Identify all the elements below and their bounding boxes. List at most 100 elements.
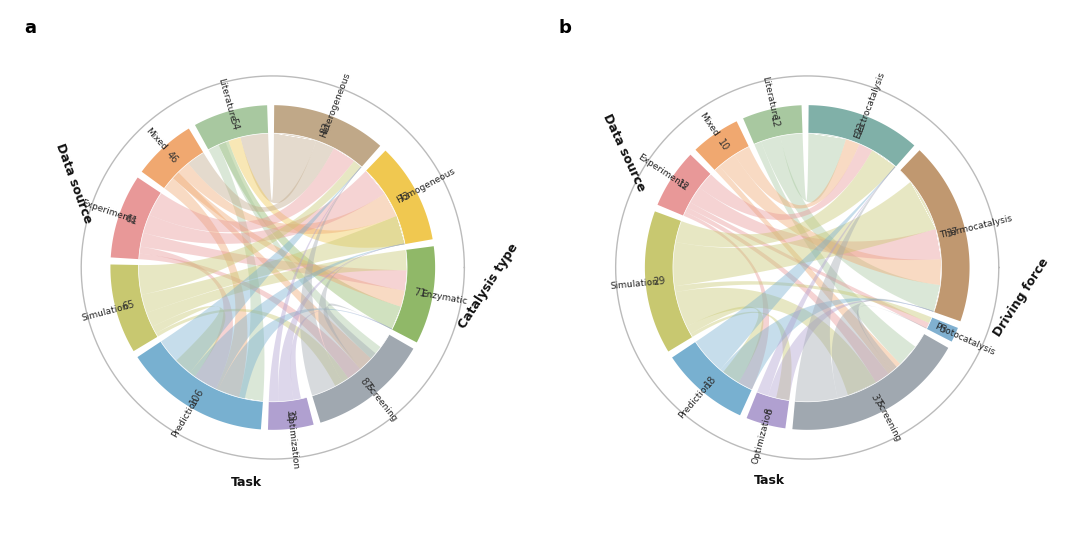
- Text: Optimization: Optimization: [751, 406, 774, 464]
- Polygon shape: [685, 208, 889, 383]
- Text: Literature: Literature: [760, 75, 779, 121]
- Polygon shape: [715, 166, 901, 374]
- Polygon shape: [173, 172, 405, 307]
- Polygon shape: [734, 139, 860, 209]
- Text: Prediction: Prediction: [170, 395, 201, 439]
- Polygon shape: [178, 163, 396, 234]
- Polygon shape: [793, 334, 949, 431]
- Polygon shape: [687, 202, 930, 329]
- Polygon shape: [366, 150, 434, 244]
- Text: Experiments: Experiments: [80, 198, 137, 225]
- Polygon shape: [291, 309, 392, 400]
- Polygon shape: [675, 150, 895, 247]
- Text: Catalysis type: Catalysis type: [456, 241, 521, 331]
- Text: 12: 12: [675, 178, 691, 193]
- Text: Homogeneous: Homogeneous: [395, 166, 457, 205]
- Polygon shape: [208, 144, 265, 401]
- Text: Literature: Literature: [217, 78, 238, 123]
- Text: Electrocatalysis: Electrocatalysis: [852, 71, 886, 140]
- Polygon shape: [671, 342, 752, 417]
- Text: 83: 83: [320, 121, 333, 136]
- Polygon shape: [136, 342, 262, 431]
- Polygon shape: [228, 137, 405, 248]
- Text: a: a: [24, 19, 36, 36]
- Polygon shape: [795, 166, 895, 402]
- Polygon shape: [152, 306, 226, 377]
- Text: 33: 33: [284, 409, 295, 422]
- Polygon shape: [109, 264, 158, 352]
- Polygon shape: [392, 246, 436, 343]
- Text: Task: Task: [231, 476, 262, 488]
- Text: Data source: Data source: [53, 141, 94, 225]
- Polygon shape: [809, 104, 915, 166]
- Text: Prediction: Prediction: [677, 379, 713, 420]
- Polygon shape: [143, 171, 384, 244]
- Text: 61: 61: [124, 213, 139, 227]
- Polygon shape: [188, 141, 334, 212]
- Polygon shape: [719, 155, 942, 285]
- Text: 71: 71: [413, 287, 427, 299]
- Polygon shape: [218, 141, 401, 330]
- Polygon shape: [644, 211, 692, 352]
- Polygon shape: [696, 166, 895, 370]
- Polygon shape: [312, 334, 415, 424]
- Polygon shape: [161, 166, 362, 373]
- Polygon shape: [279, 243, 405, 402]
- Polygon shape: [900, 149, 971, 322]
- Text: 54: 54: [227, 117, 240, 131]
- Text: Simulation: Simulation: [81, 302, 130, 323]
- Text: 12: 12: [768, 115, 781, 129]
- Polygon shape: [218, 142, 381, 359]
- Polygon shape: [927, 317, 959, 342]
- Text: Experiments: Experiments: [636, 152, 689, 192]
- Text: Enzymatic: Enzymatic: [420, 289, 468, 306]
- Polygon shape: [324, 303, 392, 369]
- Text: b: b: [558, 19, 571, 36]
- Polygon shape: [109, 177, 161, 259]
- Polygon shape: [147, 250, 407, 327]
- Polygon shape: [700, 144, 873, 220]
- Polygon shape: [768, 300, 934, 401]
- Polygon shape: [156, 309, 349, 386]
- Polygon shape: [274, 104, 381, 167]
- Polygon shape: [140, 127, 203, 188]
- Polygon shape: [138, 161, 362, 295]
- Text: Task: Task: [754, 474, 785, 487]
- Polygon shape: [754, 141, 916, 364]
- Text: Data source: Data source: [600, 112, 648, 194]
- Polygon shape: [687, 307, 764, 383]
- Text: 10: 10: [715, 137, 730, 153]
- Polygon shape: [190, 243, 405, 390]
- Text: 37: 37: [868, 392, 883, 408]
- Polygon shape: [173, 172, 372, 369]
- Polygon shape: [241, 133, 316, 203]
- Text: 87: 87: [357, 376, 374, 392]
- Text: 23: 23: [853, 121, 867, 136]
- Polygon shape: [720, 298, 934, 389]
- Polygon shape: [141, 216, 405, 313]
- Text: 8: 8: [764, 407, 774, 416]
- Text: Photocatalysis: Photocatalysis: [933, 322, 997, 357]
- Text: 46: 46: [164, 150, 180, 165]
- Text: Heterogeneous: Heterogeneous: [319, 72, 351, 140]
- Polygon shape: [149, 148, 354, 232]
- Text: 65: 65: [122, 300, 136, 312]
- Polygon shape: [746, 392, 789, 430]
- Text: Screening: Screening: [363, 383, 399, 424]
- Polygon shape: [164, 178, 247, 398]
- Polygon shape: [138, 254, 361, 378]
- Polygon shape: [858, 305, 927, 371]
- Polygon shape: [780, 133, 846, 202]
- Polygon shape: [675, 288, 876, 395]
- Text: Mixed: Mixed: [144, 127, 168, 152]
- Polygon shape: [757, 166, 895, 396]
- Polygon shape: [690, 312, 792, 401]
- Polygon shape: [139, 247, 233, 389]
- Text: Driving force: Driving force: [991, 256, 1052, 339]
- Polygon shape: [684, 212, 769, 389]
- Text: 37: 37: [945, 226, 959, 239]
- Polygon shape: [657, 154, 711, 216]
- Text: 3: 3: [937, 324, 947, 335]
- Text: 73: 73: [396, 190, 413, 205]
- Polygon shape: [218, 308, 392, 399]
